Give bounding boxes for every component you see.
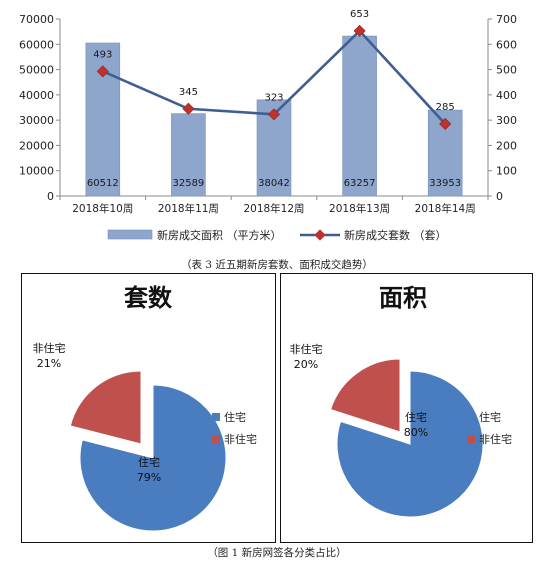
line-marker xyxy=(267,108,281,121)
legend-line-marker xyxy=(314,229,326,241)
legend-bar-swatch xyxy=(107,229,153,240)
line-data-label: 345 xyxy=(179,87,198,98)
x-tick-label: 2018年14周 xyxy=(415,202,476,215)
bar-data-label: 33953 xyxy=(429,178,461,189)
pie-panel-area: 面积 住宅 80% 非住宅 20% 住宅 非住宅 xyxy=(280,273,533,543)
slice-label-name: 非住宅 xyxy=(290,342,323,356)
legend-line-label: 新房成交套数 （套） xyxy=(344,228,447,242)
bar-data-label: 63257 xyxy=(344,178,376,189)
legend-label-residential: 住宅 xyxy=(224,410,246,424)
legend-label-non-residential: 非住宅 xyxy=(224,432,257,446)
x-tick-label: 2018年10周 xyxy=(72,202,133,215)
bar-line-combo-chart: 0 10000 20000 30000 40000 50000 60000 70000 0 100… xyxy=(19,9,517,242)
left-y-tick-label: 70000 xyxy=(19,13,54,26)
line-marker xyxy=(182,102,195,115)
pie-panel-count: 套数 住宅 79% 非住宅 21% 住宅 非住宅 xyxy=(21,273,276,543)
slice-label-name: 住宅 xyxy=(405,410,427,424)
bar xyxy=(342,35,377,197)
bar-data-label: 38042 xyxy=(258,178,290,189)
bar-data-label: 32589 xyxy=(172,178,204,189)
line-data-label: 323 xyxy=(264,92,283,103)
right-y-tick-label: 100 xyxy=(496,165,517,178)
left-y-tick-label: 30000 xyxy=(19,114,54,127)
legend-swatch-non-residential xyxy=(467,435,475,443)
pie-title: 套数 xyxy=(124,284,173,312)
figure-caption: （图 1 新房网签各分类占比） xyxy=(207,547,347,559)
x-tick-label: 2018年11周 xyxy=(158,202,219,215)
bar xyxy=(171,113,206,197)
slice-label-percent: 79% xyxy=(137,471,161,484)
right-y-tick-label: 600 xyxy=(496,38,517,51)
right-y-tick-label: 200 xyxy=(496,139,517,152)
legend-swatch-residential xyxy=(212,413,220,421)
slice-label-name: 非住宅 xyxy=(33,341,66,355)
pie-slice-non-residential xyxy=(329,358,401,433)
left-y-tick-label: 50000 xyxy=(19,64,54,77)
line-data-label: 285 xyxy=(436,102,455,113)
line-data-label: 493 xyxy=(93,49,112,60)
pie-title: 面积 xyxy=(379,284,427,312)
line-marker xyxy=(96,65,109,78)
right-y-tick-label: 300 xyxy=(496,114,517,127)
line-marker xyxy=(353,24,366,37)
pie-slice-non-residential xyxy=(69,370,142,445)
legend-bar-label: 新房成交面积 （平方米） xyxy=(157,228,282,242)
right-y-tick-label: 500 xyxy=(496,64,517,77)
pie-slice-residential xyxy=(336,370,484,518)
right-y-tick-label: 700 xyxy=(496,13,517,26)
right-y-tick-label: 0 xyxy=(496,190,503,203)
x-tick-label: 2018年13周 xyxy=(329,202,390,215)
right-y-tick-label: 400 xyxy=(496,89,517,102)
slice-label-percent: 21% xyxy=(37,357,61,370)
x-tick-label: 2018年12周 xyxy=(243,202,304,215)
legend-swatch-residential xyxy=(467,413,475,421)
table-caption: （表 3 近五期新房套数、面积成交趋势） xyxy=(181,259,373,271)
pie-slice-residential xyxy=(79,384,227,532)
left-y-tick-label: 60000 xyxy=(19,38,54,51)
slice-label-percent: 80% xyxy=(404,426,428,439)
left-y-tick-label: 10000 xyxy=(19,165,54,178)
left-y-tick-label: 40000 xyxy=(19,89,54,102)
slice-label-percent: 20% xyxy=(294,358,318,371)
legend-label-non-residential: 非住宅 xyxy=(479,432,512,446)
legend-label-residential: 住宅 xyxy=(479,410,501,424)
bar-data-label: 60512 xyxy=(87,178,119,189)
left-y-tick-label: 20000 xyxy=(19,139,54,152)
legend-swatch-non-residential xyxy=(212,435,220,443)
slice-label-name: 住宅 xyxy=(138,455,160,469)
line-data-label: 653 xyxy=(350,9,369,20)
line-marker xyxy=(439,117,452,130)
left-y-tick-label: 0 xyxy=(47,190,54,203)
